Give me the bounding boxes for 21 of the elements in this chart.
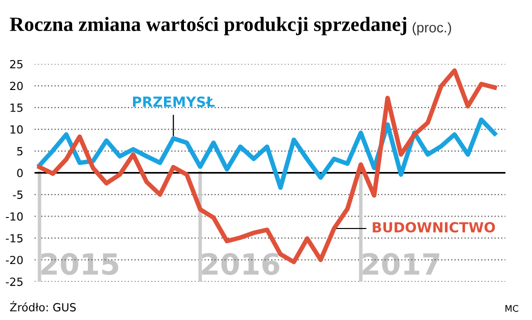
y-tick-label: 0 — [17, 168, 23, 178]
y-tick-label: -10 — [6, 212, 23, 221]
text: PRZEMYSŁ — [133, 96, 215, 108]
y-tick-label: -5 — [12, 190, 22, 199]
y-tick-label: 25 — [10, 60, 22, 68]
y-tick-label: -20 — [6, 256, 23, 264]
y-tick-label: 5 — [17, 147, 22, 156]
x-tick-label: 2016 — [202, 252, 280, 276]
y-tick-label: 10 — [10, 125, 23, 134]
y-tick-label: 20 — [10, 82, 23, 90]
x-tick-label: 2017 — [362, 252, 440, 276]
y-tick-label: -15 — [6, 234, 22, 242]
text: Źródło: GUS — [10, 301, 76, 312]
chart-title: Roczna zmiana wartości produkcji sprzedanej — [10, 16, 406, 36]
y-tick-label: -25 — [6, 278, 22, 286]
y-tick-label: 15 — [10, 104, 22, 112]
chart-subtitle: (proc.) — [412, 22, 452, 36]
line-series — [37, 117, 497, 190]
series-label: BUDOWNICTWO — [372, 222, 495, 233]
x-tick-label: 2015 — [41, 252, 118, 276]
text: MC — [505, 305, 518, 312]
